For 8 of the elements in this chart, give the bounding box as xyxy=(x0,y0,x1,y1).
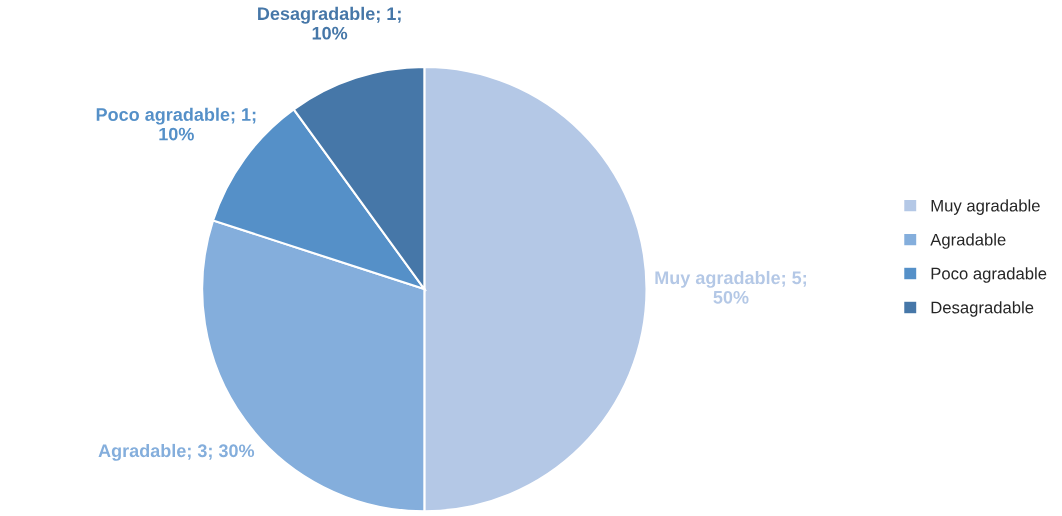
data-label: Agradable; 3; 30% xyxy=(98,443,255,461)
legend-label: Agradable xyxy=(930,233,1006,249)
legend-label: Desagradable xyxy=(931,301,1034,317)
data-label: Desagradable; 1; 10% xyxy=(258,6,401,40)
legend-label: Muy agradable xyxy=(931,199,1040,215)
data-label: Poco agradable; 1; 10% xyxy=(96,107,256,141)
data-label: Muy agradable; 5; 50% xyxy=(655,270,806,304)
legend-label: Poco agradable xyxy=(931,267,1047,283)
